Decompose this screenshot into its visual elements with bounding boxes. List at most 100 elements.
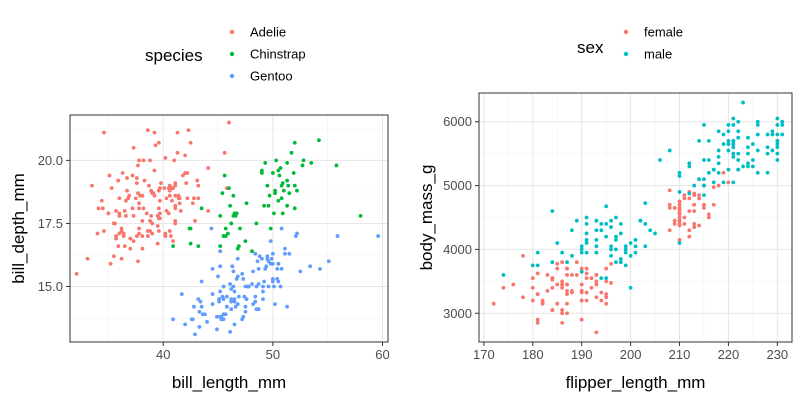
point-gentoo <box>198 299 203 304</box>
point-chinstrap <box>238 226 242 231</box>
point-chinstrap <box>244 201 249 206</box>
point-male <box>530 263 535 268</box>
point-adelie <box>125 188 129 193</box>
point-male <box>736 129 741 134</box>
point-adelie <box>137 206 141 211</box>
point-adelie <box>158 211 162 216</box>
point-female <box>594 295 599 300</box>
point-gentoo <box>193 332 197 337</box>
point-gentoo <box>268 261 273 266</box>
point-male <box>736 167 741 172</box>
point-female <box>672 206 677 210</box>
point-chinstrap <box>301 158 306 163</box>
plot-panel-left <box>70 115 388 342</box>
point-male <box>550 260 555 265</box>
point-male <box>677 174 682 178</box>
point-male <box>677 241 682 245</box>
y-tick-label: 5000 <box>443 178 472 193</box>
point-female <box>501 285 506 290</box>
point-adelie <box>99 198 104 203</box>
point-adelie <box>149 213 154 218</box>
point-male <box>574 218 579 223</box>
point-adelie <box>140 246 145 251</box>
point-male <box>726 148 731 153</box>
point-male <box>741 164 745 169</box>
point-female <box>667 202 672 207</box>
y-axis-title-right: body_mass_g <box>417 165 436 271</box>
point-male <box>721 142 726 146</box>
point-male <box>706 158 711 162</box>
point-adelie <box>158 216 162 221</box>
ticks-right: 170 180 190 200 210 220 230 3000 4000 5000 6000 <box>443 114 788 362</box>
point-adelie <box>136 259 140 264</box>
point-adelie <box>173 181 178 186</box>
point-gentoo <box>202 312 207 317</box>
point-adelie <box>131 213 136 218</box>
point-male <box>726 138 731 143</box>
point-female <box>687 228 692 233</box>
legend-title-left: species <box>145 46 203 65</box>
point-male <box>702 158 706 162</box>
point-chinstrap <box>300 163 305 168</box>
gridlines-right <box>479 93 792 342</box>
point-male <box>731 116 736 121</box>
point-male <box>609 244 613 249</box>
point-female <box>521 295 525 300</box>
point-gentoo <box>253 299 258 304</box>
point-female <box>550 308 555 312</box>
point-chinstrap <box>218 213 223 218</box>
point-chinstrap <box>276 198 281 203</box>
point-female <box>682 221 687 226</box>
point-female <box>555 282 560 287</box>
point-chinstrap <box>291 171 296 175</box>
point-gentoo <box>270 251 275 256</box>
point-male <box>755 170 760 175</box>
point-male <box>706 170 711 175</box>
point-adelie <box>206 208 211 213</box>
point-adelie <box>145 229 150 233</box>
point-adelie <box>106 211 111 216</box>
point-adelie <box>152 193 157 198</box>
point-gentoo <box>241 277 246 281</box>
point-adelie <box>177 201 182 206</box>
legend-key-chinstrap <box>229 51 235 57</box>
point-male <box>746 161 750 166</box>
point-female <box>550 276 555 281</box>
point-male <box>726 167 731 172</box>
point-female <box>692 193 697 198</box>
point-female <box>555 301 560 306</box>
y-tick-label: 6000 <box>443 114 472 129</box>
point-female <box>604 301 609 306</box>
point-female <box>677 202 682 207</box>
point-gentoo <box>210 292 215 296</box>
point-male <box>584 231 589 236</box>
point-male <box>618 221 623 226</box>
point-adelie <box>184 181 189 186</box>
point-gentoo <box>279 266 284 271</box>
point-adelie <box>140 219 145 223</box>
point-female <box>574 260 579 265</box>
point-adelie <box>164 208 169 213</box>
point-gentoo <box>298 269 303 274</box>
point-adelie <box>173 193 178 198</box>
point-gentoo <box>275 266 280 271</box>
point-male <box>687 161 692 166</box>
point-gentoo <box>257 254 262 259</box>
point-female <box>604 279 609 284</box>
point-gentoo <box>261 289 265 294</box>
legend-items-right: female male <box>623 25 683 62</box>
point-male <box>775 145 780 150</box>
point-adelie <box>196 183 201 188</box>
point-gentoo <box>268 239 273 244</box>
points-left <box>74 120 381 337</box>
point-adelie <box>134 176 139 180</box>
point-male <box>755 148 760 153</box>
point-male <box>770 129 775 134</box>
point-female <box>667 206 672 210</box>
point-adelie <box>183 153 188 158</box>
point-adelie <box>138 193 143 198</box>
point-female <box>579 298 584 303</box>
point-male <box>746 151 750 156</box>
point-chinstrap <box>292 206 297 211</box>
point-male <box>594 218 599 223</box>
